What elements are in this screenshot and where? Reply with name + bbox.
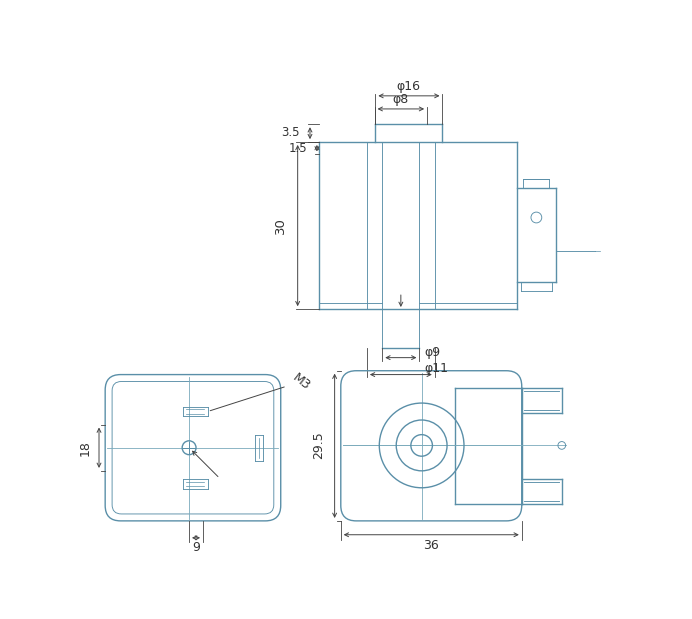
Text: 9: 9: [192, 542, 200, 555]
Text: φ8: φ8: [393, 93, 409, 106]
Text: 29.5: 29.5: [312, 431, 325, 459]
Text: 3.5: 3.5: [282, 126, 300, 139]
Text: φ16: φ16: [397, 80, 421, 93]
Text: 30: 30: [274, 217, 287, 233]
Text: φ9: φ9: [424, 346, 440, 359]
Text: 18: 18: [78, 439, 91, 456]
Text: 36: 36: [423, 539, 439, 552]
Text: 1.5: 1.5: [289, 142, 308, 155]
Text: M3: M3: [290, 371, 313, 393]
Text: φ11: φ11: [424, 362, 448, 375]
